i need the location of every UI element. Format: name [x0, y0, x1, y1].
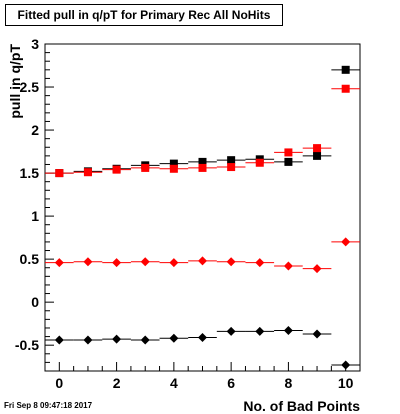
data-point — [283, 326, 293, 336]
x-tick-label: 10 — [338, 375, 354, 391]
chart-title: Fitted pull in q/pT for Primary Rec All … — [17, 8, 271, 22]
data-point — [169, 164, 178, 173]
y-axis: -0.5 0 0.5 1 1.5 2 2.5 3 — [15, 36, 54, 363]
data-point — [283, 261, 293, 271]
data-point — [312, 329, 322, 339]
data-point — [313, 151, 322, 160]
y-tick-label: 2 — [31, 122, 39, 138]
data-point — [169, 258, 179, 268]
data-point — [255, 326, 265, 336]
y-tick-label: 0.5 — [20, 251, 40, 267]
y-tick-label: 1.5 — [20, 165, 40, 181]
y-tick-label: -0.5 — [15, 337, 39, 353]
x-axis-label: No. of Bad Points — [243, 398, 360, 414]
x-tick-label: 0 — [55, 375, 63, 391]
data-point — [341, 237, 351, 247]
data-point — [255, 258, 265, 268]
data-point — [198, 157, 207, 166]
data-point — [341, 360, 351, 370]
plot-frame — [44, 43, 361, 372]
data-series-layer — [45, 65, 360, 370]
series-2 — [45, 84, 360, 178]
x-tick-label: 2 — [113, 375, 121, 391]
timestamp-footer: Fri Sep 8 09:47:18 2017 — [4, 401, 93, 410]
data-point — [141, 163, 150, 172]
data-point — [198, 332, 207, 342]
data-point — [341, 65, 350, 74]
data-point — [227, 156, 236, 165]
data-point — [140, 335, 150, 345]
x-tick-label: 8 — [285, 375, 293, 391]
series-1 — [45, 65, 360, 178]
y-tick-label: 1 — [31, 208, 39, 224]
data-point — [112, 165, 121, 174]
data-point — [112, 334, 122, 344]
chart-title-box: Fitted pull in q/pT for Primary Rec All … — [5, 4, 283, 26]
data-point — [198, 256, 207, 266]
data-point — [83, 168, 92, 177]
series-4 — [45, 326, 360, 370]
x-tick-label: 4 — [170, 375, 178, 391]
data-point — [284, 157, 293, 166]
data-point — [255, 158, 264, 167]
data-point — [112, 258, 122, 268]
data-point — [169, 333, 179, 343]
x-tick-label: 6 — [227, 375, 235, 391]
data-point — [312, 264, 322, 274]
data-point — [284, 148, 293, 157]
x-axis: 0 2 4 6 8 10 — [55, 362, 354, 391]
data-point — [54, 335, 64, 345]
data-point — [169, 159, 178, 168]
y-tick-label: 2.5 — [20, 79, 40, 95]
data-point — [55, 169, 64, 178]
y-tick-label: 0 — [31, 294, 39, 310]
data-point — [54, 258, 64, 268]
y-axis-label: pull in q/pT — [7, 44, 23, 119]
data-point — [198, 163, 207, 172]
data-point — [227, 163, 236, 172]
data-point — [83, 257, 93, 267]
data-point — [341, 84, 350, 93]
data-point — [313, 144, 322, 153]
data-point — [140, 257, 150, 267]
y-tick-label: 3 — [31, 36, 39, 52]
data-point — [83, 335, 93, 345]
series-3 — [45, 237, 360, 274]
data-point — [226, 326, 236, 336]
data-point — [226, 257, 236, 267]
